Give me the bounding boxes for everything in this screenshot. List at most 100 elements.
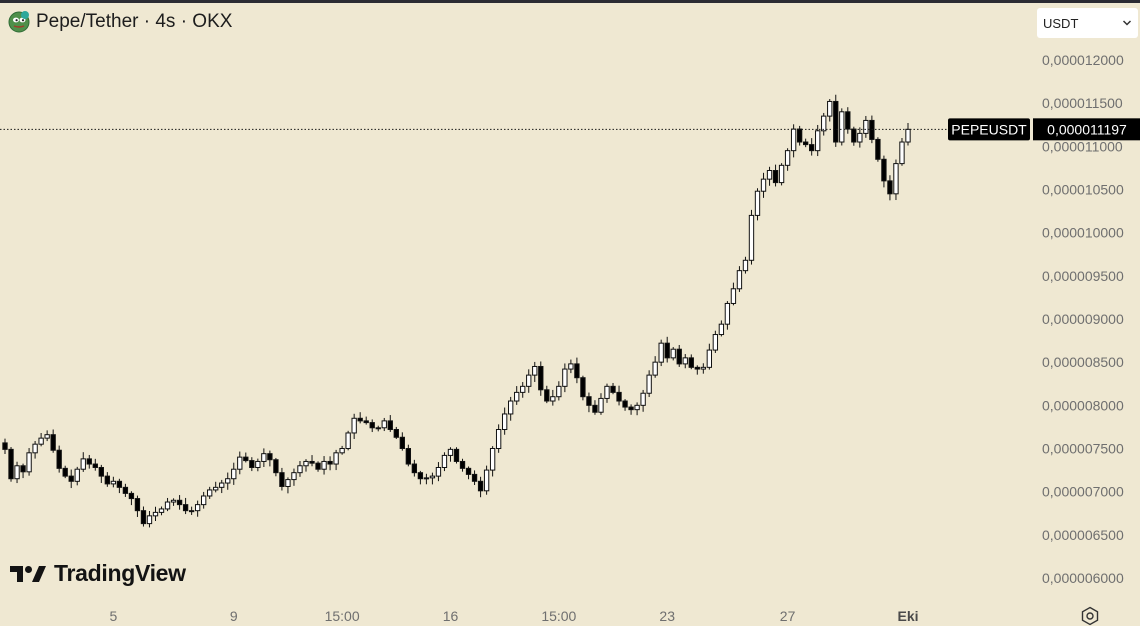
candle-body xyxy=(393,429,399,438)
candle-body xyxy=(225,478,231,484)
candle-body xyxy=(652,361,658,376)
candle-body xyxy=(863,119,869,134)
candle-body xyxy=(857,132,863,143)
candle-body xyxy=(610,385,616,393)
candle-body xyxy=(772,170,779,184)
y-tick-label: 0,000006500 xyxy=(1042,527,1124,543)
candle-body xyxy=(441,454,448,468)
gear-icon[interactable] xyxy=(1079,606,1101,626)
candle-body xyxy=(375,427,381,430)
candle-body xyxy=(628,406,634,411)
candle-body xyxy=(327,460,333,465)
candle-body xyxy=(447,448,454,456)
candle-body xyxy=(164,501,171,510)
tradingview-watermark[interactable]: TradingView xyxy=(10,560,186,587)
candle-body xyxy=(381,420,387,429)
currency-select[interactable]: USDT xyxy=(1037,8,1138,38)
candle-body xyxy=(778,164,785,184)
candle-body xyxy=(237,456,243,470)
candle-body xyxy=(429,475,436,479)
candle-body xyxy=(68,475,74,482)
candle-body xyxy=(550,396,556,402)
candle-body xyxy=(387,420,393,431)
candle-body xyxy=(893,163,899,195)
candle-body xyxy=(86,458,92,465)
candle-body xyxy=(471,473,478,482)
candle-body xyxy=(730,288,737,304)
candle-body xyxy=(219,482,225,488)
candle-body xyxy=(345,432,351,449)
candle-body xyxy=(200,495,207,506)
y-tick-label: 0,000007500 xyxy=(1042,441,1124,457)
candle-body xyxy=(351,417,357,434)
candle-body xyxy=(676,348,682,365)
candle-body xyxy=(712,334,719,351)
candle-body xyxy=(556,385,562,398)
x-tick-label: 15:00 xyxy=(541,608,576,624)
pair-label: PEPEUSDT xyxy=(951,121,1027,137)
candle-body xyxy=(634,404,640,411)
candle-body xyxy=(14,465,20,480)
pair-label-bg xyxy=(948,118,1030,141)
candle-body xyxy=(682,357,688,365)
candle-body xyxy=(363,420,369,424)
candle-body xyxy=(760,178,767,192)
candle-body xyxy=(809,144,815,152)
candle-body xyxy=(839,111,845,143)
candle-body xyxy=(399,436,405,450)
candle-body xyxy=(592,404,598,413)
window-top-bar xyxy=(0,0,1140,3)
x-tick-label: 9 xyxy=(230,608,238,624)
candle-body xyxy=(207,489,213,497)
candle-body xyxy=(869,119,875,140)
candle-body xyxy=(231,468,237,480)
candle-body xyxy=(243,456,249,462)
candle-body xyxy=(182,504,189,512)
y-tick-label: 0,000009500 xyxy=(1042,268,1124,284)
y-tick-label: 0,000011000 xyxy=(1042,138,1123,154)
candle-body xyxy=(411,463,418,474)
candle-body xyxy=(622,400,628,408)
candle-body xyxy=(784,150,791,166)
candle-body xyxy=(279,472,285,487)
pepe-coin-icon xyxy=(8,11,30,33)
candle-body xyxy=(291,472,297,481)
y-tick-label: 0,000008500 xyxy=(1042,354,1124,370)
candle-body xyxy=(700,366,706,370)
candle-body xyxy=(369,422,375,429)
candle-body xyxy=(899,141,905,165)
candle-body xyxy=(604,385,610,399)
candle-body xyxy=(706,349,713,368)
candle-body xyxy=(62,467,68,477)
candle-body xyxy=(501,413,508,431)
candle-body xyxy=(574,363,580,379)
candle-body xyxy=(285,479,291,487)
x-tick-label: 15:00 xyxy=(325,608,360,624)
candle-body xyxy=(495,429,502,449)
chevron-down-icon xyxy=(1122,20,1132,26)
candle-body xyxy=(544,389,550,402)
candle-body xyxy=(646,374,652,394)
candle-body xyxy=(658,342,664,363)
candle-body xyxy=(417,472,424,480)
candle-body xyxy=(8,448,14,480)
candle-body xyxy=(249,460,255,468)
candle-body xyxy=(435,466,442,477)
candle-body xyxy=(875,138,881,160)
candle-body xyxy=(80,458,86,470)
y-tick-label: 0,000011500 xyxy=(1042,95,1123,111)
x-tick-label: 27 xyxy=(780,608,796,624)
candle-body xyxy=(538,365,544,391)
candle-body xyxy=(736,270,743,290)
y-tick-label: 0,000010000 xyxy=(1042,225,1124,241)
candle-body xyxy=(116,480,123,488)
candle-body xyxy=(821,115,827,132)
candle-body xyxy=(26,452,32,473)
candle-body xyxy=(315,462,321,470)
last-price-bg xyxy=(1033,118,1140,141)
candle-body xyxy=(748,214,755,261)
candle-body xyxy=(297,465,303,474)
candle-body xyxy=(508,400,514,415)
candle-body xyxy=(845,111,851,130)
